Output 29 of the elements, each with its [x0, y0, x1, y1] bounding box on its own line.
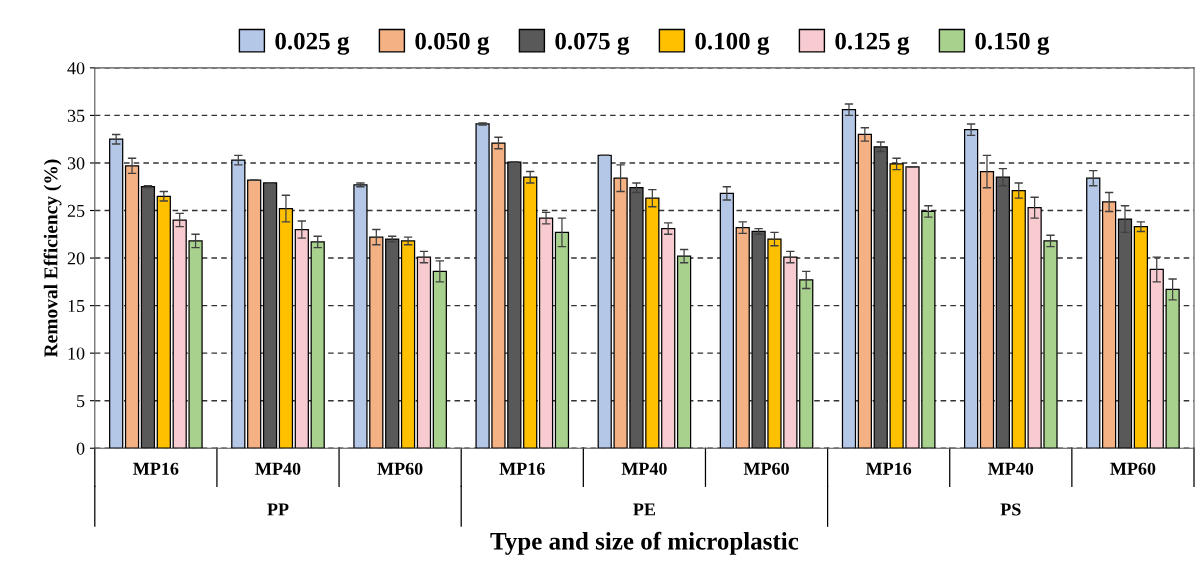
text: PP — [267, 503, 289, 516]
x-axis-title: Type and size of microplastic — [490, 531, 799, 555]
legend-label: 0.075 g — [555, 32, 630, 55]
y-tick-label: 5 — [77, 395, 85, 408]
x-tick-label: MP16 — [865, 462, 912, 475]
x-tick-label: MP60 — [377, 462, 423, 475]
x-tick-label: MP40 — [988, 462, 1034, 475]
y-tick-label: 35 — [67, 109, 85, 122]
y-tick-label: 30 — [67, 157, 85, 170]
x-tick-label: MP40 — [621, 462, 667, 475]
legend-label: 0.150 g — [975, 32, 1050, 55]
y-tick-label: 15 — [68, 299, 85, 313]
legend-label: 0.100 g — [695, 32, 770, 55]
y-tick-label: 20 — [67, 252, 85, 265]
legend-label: 0.050 g — [415, 32, 490, 55]
x-tick-label: MP16 — [499, 462, 545, 475]
x-tick-label: MP16 — [133, 462, 179, 475]
x-tick-label: MP60 — [1110, 462, 1156, 475]
text: PS — [1000, 503, 1021, 516]
y-axis-title: Removal Efficiency (%) — [43, 159, 62, 358]
y-tick-label: 0 — [76, 442, 85, 455]
x-tick-label: MP40 — [255, 462, 301, 475]
y-tick-label: 25 — [67, 204, 85, 217]
text: PE — [633, 503, 656, 516]
y-tick-label: 40 — [67, 62, 85, 75]
y-tick-label: 10 — [68, 347, 85, 360]
legend-label: 0.125 g — [835, 32, 910, 55]
legend-label: 0.025 g — [275, 32, 350, 55]
x-tick-label: MP60 — [743, 462, 789, 475]
